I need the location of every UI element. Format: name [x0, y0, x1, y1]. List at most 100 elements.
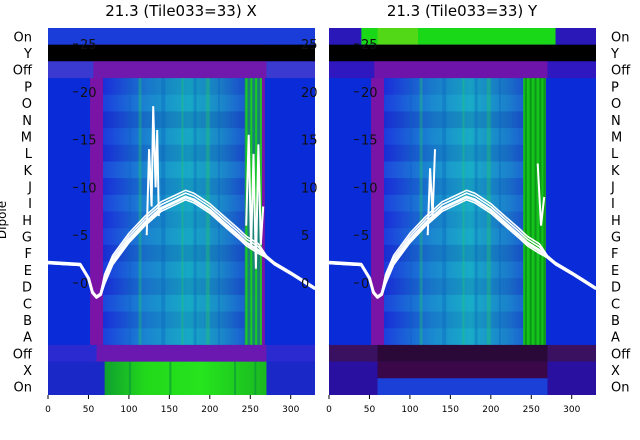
row-stripe — [103, 244, 260, 262]
panel-title-x: 21.3 (Tile033=33) X — [105, 2, 256, 20]
overlay-curve — [48, 189, 315, 297]
row-label-right: K — [611, 164, 620, 179]
row-label-left: K — [23, 164, 32, 179]
row-stripe — [103, 294, 260, 312]
heatmap-panel-y — [329, 28, 596, 395]
x-tick-label: 250 — [523, 405, 540, 415]
row-label-left: M — [21, 130, 32, 145]
overlay-curve — [48, 199, 315, 299]
row-stripe — [384, 194, 541, 212]
row-stripe — [384, 278, 541, 295]
green-streak — [529, 78, 532, 345]
row-label-left: O — [22, 97, 32, 112]
row-stripe — [384, 111, 541, 129]
data-streak — [161, 78, 166, 345]
row-stripe — [103, 128, 260, 145]
row-stripe — [103, 278, 260, 295]
row-label-right: Y — [610, 47, 619, 62]
row-label-right: O — [611, 97, 621, 112]
row-off-top-purple — [374, 61, 548, 79]
row-label-left: P — [24, 80, 32, 95]
row-label-left: X — [23, 364, 32, 379]
overlay-curves-y — [329, 149, 596, 299]
data-streak — [138, 78, 142, 345]
row-stripe — [103, 328, 260, 345]
overlay-tick-label: 10 — [361, 181, 378, 196]
overlay-tick-label: 25 — [361, 38, 378, 53]
overlay-tick-label-edge: 15 — [301, 134, 318, 149]
row-stripe — [384, 144, 541, 162]
overlay-tick-label-edge: 20 — [301, 86, 318, 101]
row-stripe — [384, 311, 541, 329]
row-x-bottom-dark — [377, 361, 548, 379]
row-label-left: Y — [23, 47, 32, 62]
heatmap-panel-x — [48, 28, 315, 395]
row-stripe — [103, 111, 260, 129]
row-y-band — [329, 44, 596, 62]
row-stripe — [384, 161, 541, 179]
overlay-curve — [329, 189, 596, 297]
row-label-left: On — [14, 30, 32, 45]
row-stripe — [103, 228, 260, 245]
green-streak — [524, 78, 527, 345]
overlay-tick-label-edge: 10 — [301, 181, 318, 196]
x-tick-label: 50 — [83, 405, 95, 415]
overlay-tick-label: 5 — [361, 229, 369, 244]
row-label-right: C — [611, 297, 620, 312]
x-tick-label: 150 — [442, 405, 459, 415]
overlay-curve — [329, 199, 596, 299]
center-data-block — [384, 78, 541, 345]
data-streak — [409, 78, 412, 345]
row-y-band — [48, 44, 315, 62]
overlay-tick-label: 10 — [80, 181, 97, 196]
green-band-bottom — [104, 361, 267, 395]
row-stripe — [103, 94, 260, 112]
row-label-right: X — [611, 364, 620, 379]
row-stripe — [384, 244, 541, 262]
row-label-left: E — [24, 264, 32, 279]
row-stripe — [103, 311, 260, 329]
overlay-ticks-x: 25 25 20 20 15 15 10 10 5 5 0 0 — [73, 38, 318, 292]
overlay-spikes — [426, 149, 436, 236]
x-tick-label: 50 — [364, 405, 376, 415]
row-label-left: C — [23, 297, 32, 312]
row-label-right: L — [611, 147, 619, 162]
panel-title-y: 21.3 (Tile033=33) Y — [387, 2, 538, 20]
data-streak — [181, 78, 184, 345]
row-off-top-purple — [93, 61, 267, 79]
row-label-right: H — [611, 214, 621, 229]
row-label-left: F — [25, 247, 32, 262]
data-streak — [128, 78, 131, 345]
x-tick-label: 0 — [326, 405, 332, 415]
row-off-bottom-purple — [96, 344, 267, 362]
row-label-left: I — [28, 197, 32, 212]
row-label-right: On — [611, 30, 629, 45]
row-label-right: E — [611, 264, 619, 279]
x-tick-label: 100 — [120, 405, 137, 415]
y-axis-label: Dipole — [0, 201, 9, 239]
row-label-left: Off — [13, 64, 33, 79]
row-stripe — [103, 161, 260, 179]
row-label-right: A — [611, 331, 620, 346]
row-label-right: B — [611, 314, 620, 329]
green-streak — [534, 78, 537, 345]
row-stripe — [384, 128, 541, 145]
row-label-left: N — [22, 114, 32, 129]
green-band-streak — [234, 361, 237, 395]
overlay-tick-label: 0 — [80, 277, 88, 292]
row-label-left: A — [23, 331, 32, 346]
green-band-streak — [254, 361, 257, 395]
row-stripe — [384, 178, 541, 195]
row-label-left: G — [22, 231, 32, 246]
green-band-streak — [128, 361, 131, 395]
x-tick-label: 150 — [161, 405, 178, 415]
row-on-top-green-accent — [377, 28, 418, 45]
overlay-tick-label: 15 — [80, 134, 97, 149]
row-label-right: G — [611, 231, 621, 246]
row-label-left: D — [22, 281, 32, 296]
row-label-right: D — [611, 281, 621, 296]
overlay-ticks-y: 25 20 15 10 5 0 — [354, 38, 378, 292]
green-streak — [543, 78, 546, 345]
x-ticks-y: 0 50 100 150 200 250 300 — [326, 395, 581, 415]
